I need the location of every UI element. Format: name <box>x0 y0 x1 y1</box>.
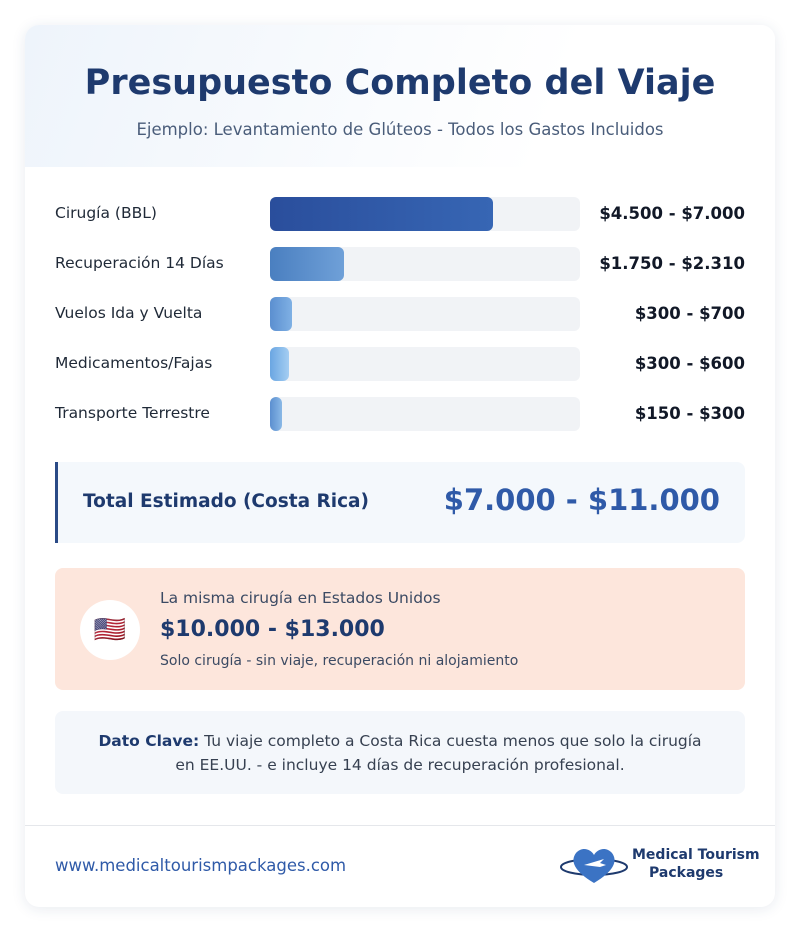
logo-text: Packages <box>649 865 724 881</box>
row-label: Medicamentos/Fajas <box>55 354 213 372</box>
row-amount: $4.500 - $7.000 <box>599 204 745 223</box>
usa-intro: La misma cirugía en Estados Unidos <box>160 589 441 607</box>
bar <box>270 297 292 331</box>
bar <box>270 347 289 381</box>
title: Presupuesto Completo del Viaje <box>84 63 716 103</box>
total-label: Total Estimado (Costa Rica) <box>83 491 369 512</box>
bar-track <box>270 347 580 381</box>
header <box>25 25 775 167</box>
cost-row: Vuelos Ida y Vuelta $300 - $700 <box>55 297 745 331</box>
bar-track <box>270 297 580 331</box>
logo: Medical Tourism Packages <box>560 843 760 887</box>
row-label: Recuperación 14 Días <box>55 254 224 272</box>
total-amount: $7.000 - $11.000 <box>443 483 720 517</box>
subtitle: Ejemplo: Levantamiento de Glúteos - Todo… <box>136 120 664 139</box>
bar <box>270 197 494 231</box>
row-label: Cirugía (BBL) <box>55 204 157 222</box>
row-amount: $1.750 - $2.310 <box>599 254 745 273</box>
row-amount: $300 - $600 <box>634 354 745 373</box>
total-box: Total Estimado (Costa Rica) $7.000 - $11… <box>55 462 745 543</box>
bar <box>270 397 283 431</box>
website-link[interactable]: www.medicaltourismpackages.com <box>55 856 347 875</box>
row-label: Transporte Terrestre <box>55 404 210 422</box>
cost-row: Medicamentos/Fajas $300 - $600 <box>55 347 745 381</box>
bar-track <box>270 397 580 431</box>
key-fact: Dato Clave: Tu viaje completo a Costa Ri… <box>90 729 710 777</box>
key-fact-label: Dato Clave: <box>98 732 200 750</box>
cost-row: Transporte Terrestre $150 - $300 <box>55 397 745 431</box>
separator <box>25 825 775 826</box>
row-amount: $150 - $300 <box>634 404 745 423</box>
usa-box: 🇺🇸 La misma cirugía en Estados Unidos $1… <box>55 568 745 690</box>
row-label: Vuelos Ida y Vuelta <box>55 304 203 322</box>
bar-track <box>270 197 580 231</box>
key-fact-box: Dato Clave: Tu viaje completo a Costa Ri… <box>55 711 745 794</box>
bar-track <box>270 247 580 281</box>
flag-icon: 🇺🇸 <box>80 600 140 660</box>
cost-row: Recuperación 14 Días $1.750 - $2.310 <box>55 247 745 281</box>
card: Presupuesto Completo del Viaje Ejemplo: … <box>25 25 775 907</box>
key-fact-text: Tu viaje completo a Costa Rica cuesta me… <box>175 732 702 774</box>
row-amount: $300 - $700 <box>634 304 745 323</box>
usa-amount: $10.000 - $13.000 <box>160 617 385 642</box>
bar <box>270 247 345 281</box>
usa-note: Solo cirugía - sin viaje, recuperación n… <box>160 653 519 669</box>
cost-row: Cirugía (BBL) $4.500 - $7.000 <box>55 197 745 231</box>
logo-text: Medical Tourism <box>632 847 760 863</box>
logo-icon <box>560 848 628 883</box>
